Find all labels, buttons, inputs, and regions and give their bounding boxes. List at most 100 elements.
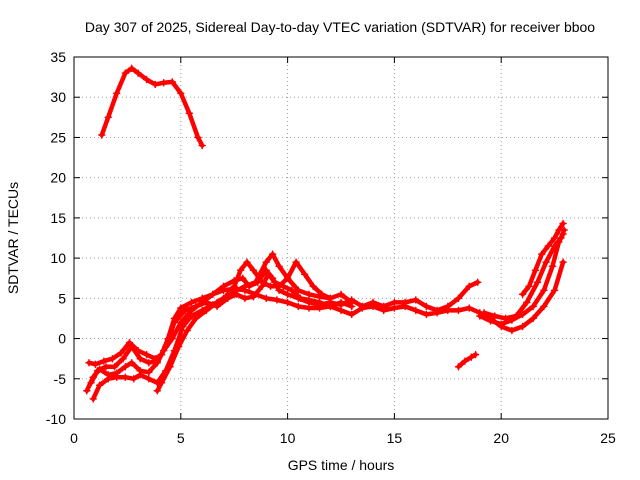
- data-point: [213, 298, 221, 307]
- data-point: [142, 75, 151, 84]
- data-point: [119, 354, 127, 363]
- data-point: [108, 354, 117, 363]
- data-point: [166, 362, 174, 371]
- y-tick-label: 25: [50, 129, 66, 145]
- data-point: [465, 304, 473, 312]
- series-line: [481, 227, 567, 321]
- data-point: [525, 282, 533, 291]
- data-point: [91, 360, 100, 369]
- data-point: [266, 282, 275, 291]
- data-point: [422, 310, 431, 319]
- data-point: [283, 274, 292, 282]
- data-point: [117, 349, 125, 357]
- y-tick-labels: -10 -5 0 5 10 15 20 25 30 35: [46, 49, 66, 427]
- data-point: [486, 317, 495, 325]
- data-point: [518, 290, 527, 299]
- data-point: [95, 381, 104, 389]
- data-point: [347, 310, 356, 319]
- y-axis-label: SDTVAR / TECUs: [5, 182, 21, 294]
- series-line: [155, 259, 354, 394]
- data-point: [168, 78, 177, 86]
- series-track-e: [89, 250, 335, 403]
- data-point: [192, 314, 200, 323]
- data-point: [100, 357, 108, 365]
- data-point: [221, 292, 230, 301]
- y-tick-label: 35: [50, 49, 66, 65]
- data-point: [529, 314, 537, 323]
- data-point: [454, 306, 463, 315]
- data-point: [283, 298, 292, 307]
- data-point: [401, 298, 409, 307]
- data-point: [550, 234, 559, 242]
- data-point: [523, 298, 531, 307]
- data-point: [518, 322, 527, 331]
- y-tick-label: 0: [58, 331, 66, 347]
- data-point: [379, 302, 388, 311]
- data-point: [497, 320, 505, 328]
- y-tick-label: -5: [54, 371, 67, 387]
- data-point: [136, 371, 144, 379]
- data-point: [444, 302, 452, 311]
- data-point: [557, 234, 565, 242]
- y-tick-label: 10: [50, 250, 66, 266]
- data-point: [531, 266, 540, 274]
- grid-lines: [74, 57, 608, 419]
- series-track-b: [83, 258, 567, 395]
- data-series: [83, 64, 568, 403]
- data-point: [104, 113, 112, 122]
- data-point: [454, 362, 463, 371]
- data-point: [174, 342, 183, 351]
- data-point: [292, 258, 300, 266]
- data-point: [512, 312, 520, 320]
- data-point: [241, 282, 249, 291]
- data-point: [85, 358, 93, 367]
- data-point: [194, 133, 202, 142]
- data-point: [326, 294, 335, 303]
- data-point: [243, 258, 251, 266]
- data-point: [518, 310, 527, 319]
- data-point: [467, 353, 476, 361]
- x-tick-labels: 0 5 10 15 20 25: [70, 430, 616, 446]
- data-point: [127, 342, 136, 351]
- data-point: [318, 290, 326, 299]
- data-point: [471, 350, 480, 359]
- data-point: [337, 298, 345, 307]
- data-point: [288, 286, 296, 295]
- data-point: [262, 258, 270, 266]
- data-point: [555, 226, 563, 234]
- data-point: [177, 304, 185, 312]
- data-point: [422, 302, 431, 311]
- data-point: [177, 318, 185, 327]
- data-point: [157, 379, 166, 387]
- data-point: [251, 278, 260, 286]
- data-point: [249, 292, 258, 301]
- data-point: [473, 278, 482, 286]
- data-point: [461, 357, 469, 365]
- x-tick-label: 25: [600, 430, 616, 446]
- data-point: [540, 302, 548, 311]
- plot-frame: [73, 56, 609, 420]
- data-point: [192, 302, 200, 311]
- data-point: [125, 338, 134, 347]
- data-point: [136, 354, 144, 363]
- data-point: [548, 262, 557, 270]
- data-point: [491, 312, 499, 320]
- data-point: [202, 298, 211, 307]
- y-tick-label: 30: [50, 89, 66, 105]
- series-line: [99, 66, 205, 148]
- data-point: [559, 219, 567, 228]
- data-point: [249, 266, 258, 274]
- data-point: [145, 368, 153, 377]
- data-point: [294, 286, 303, 295]
- data-point: [268, 250, 277, 258]
- data-point: [262, 294, 270, 303]
- chart-title: Day 307 of 2025, Sidereal Day-to-day VTE…: [85, 19, 595, 35]
- data-point: [130, 375, 138, 383]
- data-point: [142, 350, 151, 359]
- y-tick-label: 5: [58, 290, 66, 306]
- series-track-c: [85, 266, 482, 369]
- data-point: [162, 342, 170, 351]
- data-point: [476, 312, 484, 320]
- data-point: [236, 266, 245, 274]
- data-point: [198, 141, 206, 150]
